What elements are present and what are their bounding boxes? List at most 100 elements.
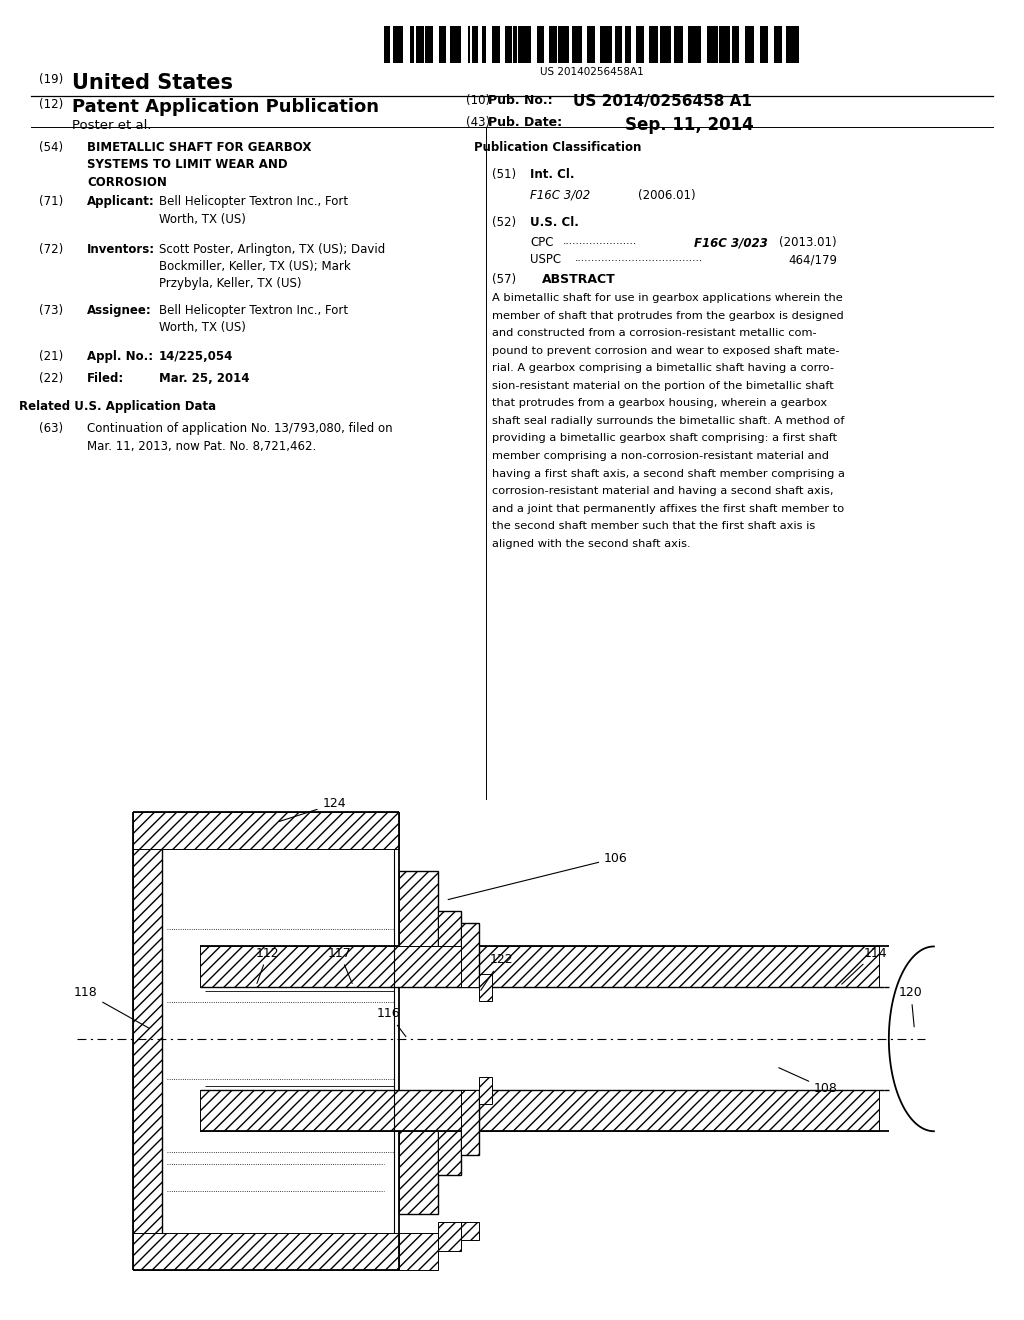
Text: 464/179: 464/179 — [788, 253, 838, 267]
Bar — [483, 26, 485, 63]
Text: United States: United States — [72, 73, 232, 92]
Text: Related U.S. Application Data: Related U.S. Application Data — [19, 400, 216, 413]
Text: and a joint that permanently affixes the first shaft member to: and a joint that permanently affixes the… — [492, 504, 844, 513]
Text: 108: 108 — [778, 1068, 838, 1096]
Bar — [506, 26, 512, 63]
Text: USPC: USPC — [530, 253, 561, 267]
Bar — [413, 26, 414, 63]
Bar — [479, 1077, 492, 1104]
Text: (2006.01): (2006.01) — [638, 189, 695, 202]
Text: F16C 3/023: F16C 3/023 — [694, 236, 768, 249]
Text: SYSTEMS TO LIMIT WEAR AND: SYSTEMS TO LIMIT WEAR AND — [87, 158, 288, 172]
Bar — [482, 26, 483, 63]
Bar — [674, 26, 677, 63]
Text: 117: 117 — [328, 946, 352, 983]
Text: Patent Application Publication: Patent Application Publication — [72, 98, 379, 116]
Text: Sep. 11, 2014: Sep. 11, 2014 — [625, 116, 754, 135]
Text: and constructed from a corrosion-resistant metallic com-: and constructed from a corrosion-resista… — [492, 329, 816, 338]
Bar — [133, 812, 399, 849]
Bar — [493, 26, 495, 63]
Bar — [666, 26, 671, 63]
Text: Pub. Date:: Pub. Date: — [488, 116, 562, 129]
Text: 14/225,054: 14/225,054 — [159, 350, 233, 363]
Text: ......................................: ...................................... — [574, 253, 702, 264]
Bar — [732, 26, 735, 63]
Bar — [749, 26, 754, 63]
Text: (22): (22) — [39, 372, 63, 385]
Bar — [649, 26, 654, 63]
Text: F16C 3/02: F16C 3/02 — [530, 189, 591, 202]
Text: (21): (21) — [39, 350, 63, 363]
Bar — [133, 1233, 399, 1270]
Text: Applicant:: Applicant: — [87, 195, 155, 209]
Bar — [472, 26, 477, 63]
Bar — [744, 26, 749, 63]
Text: (72): (72) — [39, 243, 63, 256]
Text: Mar. 11, 2013, now Pat. No. 8,721,462.: Mar. 11, 2013, now Pat. No. 8,721,462. — [87, 440, 316, 453]
Bar — [628, 26, 631, 63]
Text: (54): (54) — [39, 141, 63, 154]
Text: BIMETALLIC SHAFT FOR GEARBOX: BIMETALLIC SHAFT FOR GEARBOX — [87, 141, 311, 154]
Text: Worth, TX (US): Worth, TX (US) — [159, 321, 246, 334]
Bar — [607, 26, 612, 63]
Bar — [439, 26, 440, 63]
Text: Bell Helicopter Textron Inc., Fort: Bell Helicopter Textron Inc., Fort — [159, 304, 348, 317]
Bar — [620, 26, 623, 63]
Bar — [399, 1233, 438, 1270]
Text: ......................: ...................... — [563, 236, 638, 247]
Text: (43): (43) — [466, 116, 490, 129]
Bar — [505, 26, 506, 63]
Text: CORROSION: CORROSION — [87, 176, 167, 189]
Text: Worth, TX (US): Worth, TX (US) — [159, 213, 246, 226]
Text: Int. Cl.: Int. Cl. — [530, 168, 574, 181]
Bar — [450, 26, 455, 63]
Text: A bimetallic shaft for use in gearbox applications wherein the: A bimetallic shaft for use in gearbox ap… — [492, 293, 843, 304]
Text: Scott Poster, Arlington, TX (US); David: Scott Poster, Arlington, TX (US); David — [159, 243, 385, 256]
Bar — [416, 26, 420, 63]
Bar — [461, 923, 479, 987]
Text: that protrudes from a gearbox housing, wherein a gearbox: that protrudes from a gearbox housing, w… — [492, 399, 826, 408]
Bar — [420, 26, 424, 63]
Bar — [654, 26, 658, 63]
Bar — [713, 26, 718, 63]
Bar — [438, 911, 461, 946]
Bar — [564, 26, 569, 63]
Bar — [425, 26, 432, 63]
Bar — [549, 26, 550, 63]
Text: Inventors:: Inventors: — [87, 243, 156, 256]
Bar — [461, 1090, 479, 1155]
Text: Bockmiller, Keller, TX (US); Mark: Bockmiller, Keller, TX (US); Mark — [159, 260, 350, 273]
Bar — [384, 26, 390, 63]
Bar — [550, 26, 557, 63]
Text: US 2014/0256458 A1: US 2014/0256458 A1 — [573, 94, 753, 108]
Bar — [719, 26, 725, 63]
Bar — [393, 26, 398, 63]
Bar — [735, 26, 739, 63]
Text: rial. A gearbox comprising a bimetallic shaft having a corro-: rial. A gearbox comprising a bimetallic … — [492, 363, 834, 374]
Text: (52): (52) — [492, 216, 516, 230]
Text: Continuation of application No. 13/793,080, filed on: Continuation of application No. 13/793,0… — [87, 422, 392, 436]
Text: Pub. No.:: Pub. No.: — [488, 94, 553, 107]
Bar — [625, 26, 628, 63]
Bar — [578, 26, 583, 63]
Bar — [774, 26, 779, 63]
Text: Publication Classification: Publication Classification — [474, 141, 642, 154]
Bar — [468, 26, 469, 63]
Bar — [469, 26, 470, 63]
Bar — [495, 26, 500, 63]
Text: corrosion-resistant material and having a second shaft axis,: corrosion-resistant material and having … — [492, 486, 833, 496]
Bar — [677, 26, 683, 63]
Bar — [793, 26, 799, 63]
Bar — [200, 1090, 879, 1131]
Text: 114: 114 — [842, 946, 887, 985]
Text: Poster et al.: Poster et al. — [72, 119, 152, 132]
Text: (63): (63) — [39, 422, 63, 436]
Text: Assignee:: Assignee: — [87, 304, 152, 317]
Bar — [600, 26, 607, 63]
Bar — [637, 26, 640, 63]
Text: Mar. 25, 2014: Mar. 25, 2014 — [159, 372, 249, 385]
Text: (10): (10) — [466, 94, 490, 107]
Text: member comprising a non-corrosion-resistant material and: member comprising a non-corrosion-resist… — [492, 451, 828, 461]
Text: (73): (73) — [39, 304, 63, 317]
Bar — [779, 26, 782, 63]
